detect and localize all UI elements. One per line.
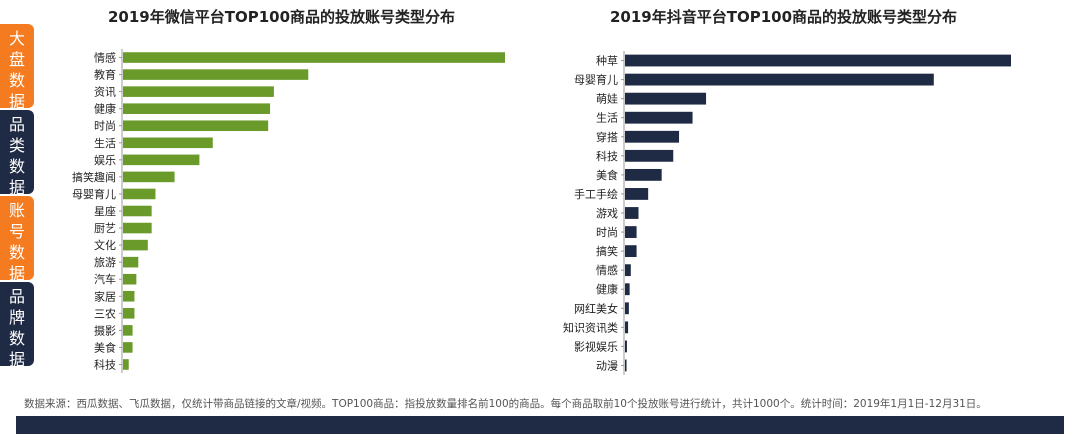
bar xyxy=(123,342,133,353)
bar xyxy=(123,86,274,97)
category-label: 手工手绘 xyxy=(574,187,618,201)
category-label: 星座 xyxy=(94,204,116,218)
category-label: 厨艺 xyxy=(94,222,116,235)
bar xyxy=(123,222,152,234)
category-label: 情感 xyxy=(94,52,116,65)
wechat-chart-title: 2019年微信平台TOP100商品的投放账号类型分布 xyxy=(108,8,456,26)
category-label: 三农 xyxy=(94,306,116,320)
douyin-chart-title: 2019年抖音平台TOP100商品的投放账号类型分布 xyxy=(610,8,958,26)
bar xyxy=(123,359,129,370)
bar xyxy=(625,73,934,86)
bar xyxy=(625,302,629,315)
bar xyxy=(625,340,627,353)
bar xyxy=(123,205,152,217)
bar xyxy=(123,52,505,63)
category-label: 旅游 xyxy=(94,255,116,269)
bar xyxy=(625,226,637,238)
bar xyxy=(123,325,133,336)
bar xyxy=(625,359,627,372)
bar xyxy=(625,149,674,162)
category-label: 种草 xyxy=(596,54,618,68)
bar xyxy=(123,69,309,80)
category-label: 母婴育儿 xyxy=(574,73,618,87)
category-label: 美食 xyxy=(596,168,618,182)
bar xyxy=(625,283,630,296)
category-label: 母婴育儿 xyxy=(72,187,116,201)
category-label: 时尚 xyxy=(596,225,618,239)
bar xyxy=(123,120,269,132)
category-label: 游戏 xyxy=(596,207,618,220)
category-label: 资讯 xyxy=(94,86,116,99)
bar xyxy=(625,188,649,200)
category-label: 影视娱乐 xyxy=(574,339,618,353)
category-label: 娱乐 xyxy=(94,153,116,167)
bar xyxy=(123,290,135,302)
bar xyxy=(625,168,662,181)
category-label: 网红美女 xyxy=(574,301,618,315)
bar xyxy=(625,111,693,124)
category-label: 情感 xyxy=(596,264,618,277)
bar xyxy=(625,130,680,143)
bar xyxy=(625,207,639,219)
footnote: 数据来源：西瓜数据、飞瓜数据，仅统计带商品链接的文章/视频。TOP100商品：指… xyxy=(24,398,987,410)
category-label: 知识资讯类 xyxy=(563,320,618,334)
category-label: 萌娃 xyxy=(596,92,618,106)
nav-tab-1[interactable]: 大盘数据 xyxy=(0,24,34,111)
category-label: 动漫 xyxy=(596,358,618,372)
category-label: 摄影 xyxy=(94,323,116,337)
bar xyxy=(123,154,200,166)
bar xyxy=(123,308,135,319)
category-label: 汽车 xyxy=(94,272,116,286)
category-label: 科技 xyxy=(596,149,618,163)
category-label: 文化 xyxy=(94,238,116,252)
nav-tab-3[interactable]: 账号数据 xyxy=(0,196,34,283)
bar xyxy=(625,264,631,277)
category-label: 美食 xyxy=(94,340,116,354)
bar xyxy=(123,256,139,268)
nav-tab-4[interactable]: 品牌数据 xyxy=(0,282,34,369)
category-label: 家居 xyxy=(94,289,116,303)
bar xyxy=(123,171,175,183)
category-label: 健康 xyxy=(596,282,618,296)
category-label: 穿搭 xyxy=(596,130,618,144)
bar xyxy=(123,239,148,251)
side-nav: 大盘数据品类数据账号数据品牌数据 xyxy=(0,24,34,369)
bar xyxy=(625,321,629,334)
wechat-bar-chart: 情感教育资讯健康时尚生活娱乐搞笑趣闻母婴育儿星座厨艺文化旅游汽车家居三农摄影美食… xyxy=(72,49,505,373)
category-label: 生活 xyxy=(596,111,618,125)
bar xyxy=(123,188,156,200)
category-label: 搞笑趣闻 xyxy=(72,170,116,184)
bar xyxy=(123,103,271,114)
bar xyxy=(123,273,137,285)
category-label: 搞笑 xyxy=(596,244,618,258)
category-label: 科技 xyxy=(94,357,116,371)
category-label: 教育 xyxy=(94,68,116,82)
bar xyxy=(625,54,1011,67)
category-label: 健康 xyxy=(94,102,116,116)
bar xyxy=(123,137,213,149)
bar xyxy=(625,245,637,258)
bar xyxy=(625,92,707,105)
douyin-bar-chart: 种草母婴育儿萌娃生活穿搭科技美食手工手绘游戏时尚搞笑情感健康网红美女知识资讯类影… xyxy=(563,51,1011,375)
category-label: 生活 xyxy=(94,136,116,150)
category-label: 时尚 xyxy=(94,119,116,133)
nav-tab-2[interactable]: 品类数据 xyxy=(0,110,34,197)
footer-bar xyxy=(16,416,1064,434)
